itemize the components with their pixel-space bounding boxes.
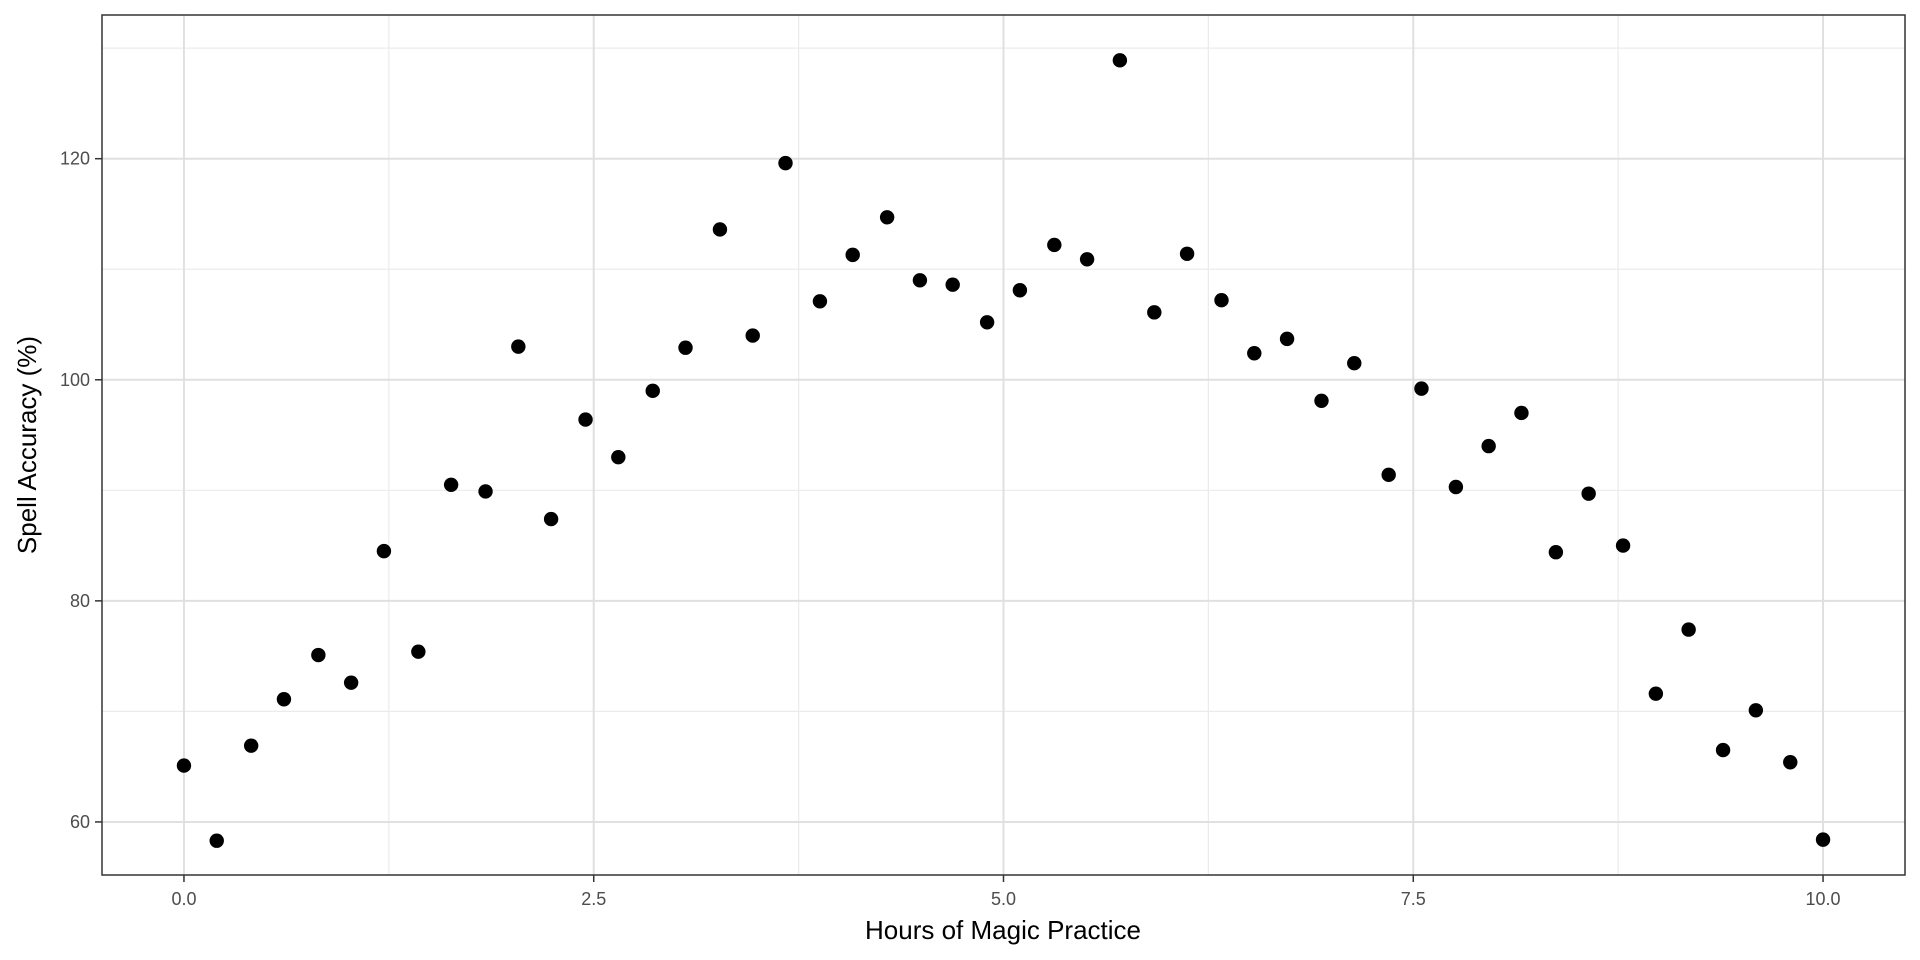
data-point (1548, 545, 1564, 560)
data-point (276, 692, 292, 707)
data-point (1581, 486, 1596, 501)
data-point (712, 222, 728, 237)
y-tick-label: 80 (70, 591, 90, 611)
data-point (1615, 538, 1631, 553)
data-point (645, 383, 660, 399)
data-point (812, 294, 828, 309)
data-point (1381, 467, 1396, 483)
data-point (1815, 832, 1831, 847)
data-point (411, 644, 426, 659)
data-point (778, 155, 793, 171)
data-point (511, 339, 526, 354)
data-point (1448, 479, 1464, 495)
data-point (478, 484, 493, 499)
data-point (443, 477, 459, 492)
x-tick-label: 5.0 (991, 889, 1016, 909)
data-point (611, 449, 626, 465)
data-points (176, 53, 1831, 848)
x-tick-label: 7.5 (1401, 889, 1426, 909)
x-tick-label: 2.5 (581, 889, 606, 909)
data-point (1748, 703, 1764, 718)
data-point (1783, 755, 1798, 770)
x-axis-ticks: 0.0 2.5 5.0 7.5 10.0 (171, 875, 1841, 909)
y-axis-title: Spell Accuracy (%) (12, 336, 42, 554)
data-point (311, 647, 326, 663)
y-axis-ticks: 60 80 100 120 (60, 149, 102, 832)
data-point (678, 340, 693, 355)
data-point (176, 758, 192, 773)
data-point (1012, 283, 1028, 298)
data-point (1648, 686, 1664, 701)
data-point (745, 328, 760, 343)
data-point (1247, 346, 1262, 361)
y-tick-label: 120 (60, 149, 90, 169)
data-point (1079, 252, 1095, 267)
data-point (1112, 53, 1128, 68)
data-point (376, 543, 392, 559)
data-point (879, 210, 895, 225)
data-point (343, 675, 359, 690)
data-point (1347, 356, 1362, 371)
x-tick-label: 0.0 (171, 889, 196, 909)
data-point (912, 273, 928, 288)
major-gridlines (102, 15, 1905, 875)
y-tick-label: 60 (70, 812, 90, 832)
data-point (1481, 438, 1496, 454)
x-tick-label: 10.0 (1806, 889, 1841, 909)
data-point (543, 511, 559, 527)
data-point (1279, 331, 1295, 347)
data-point (845, 247, 860, 263)
data-point (945, 277, 960, 292)
data-point (1179, 246, 1195, 261)
data-point (1514, 405, 1529, 421)
y-tick-label: 100 (60, 370, 90, 390)
data-point (209, 833, 224, 848)
data-point (1715, 742, 1731, 758)
data-point (1681, 622, 1696, 637)
data-point (1214, 292, 1229, 308)
data-point (1147, 305, 1162, 320)
data-point (243, 738, 259, 753)
data-point (979, 315, 995, 330)
data-point (1314, 393, 1329, 408)
data-point (578, 412, 593, 427)
data-point (1414, 381, 1429, 396)
x-axis-title: Hours of Magic Practice (865, 915, 1141, 945)
data-point (1047, 237, 1062, 253)
